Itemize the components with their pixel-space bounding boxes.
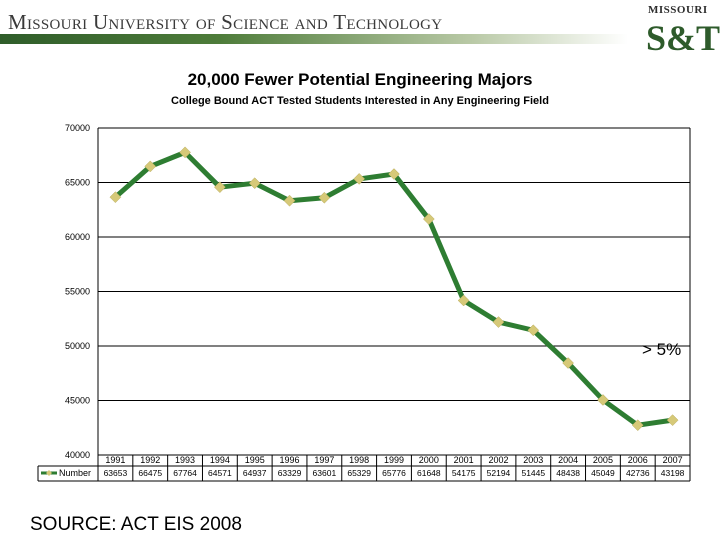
data-table-value: 65329 [347, 468, 371, 478]
x-tick-label: 2001 [454, 455, 474, 465]
data-point-marker [666, 414, 679, 426]
data-table-value: 63653 [104, 468, 128, 478]
decline-annotation: > 5% [642, 340, 682, 359]
y-tick-label: 65000 [65, 178, 90, 188]
data-table-value: 63601 [313, 468, 337, 478]
data-table-value: 54175 [452, 468, 476, 478]
data-point-marker [631, 419, 644, 432]
data-table-value: 65776 [382, 468, 406, 478]
y-tick-label: 50000 [65, 341, 90, 351]
y-tick-label: 40000 [65, 450, 90, 460]
y-tick-label: 45000 [65, 396, 90, 406]
data-table-value: 66475 [138, 468, 162, 478]
data-table-value: 67764 [173, 468, 197, 478]
x-tick-label: 1994 [210, 455, 230, 465]
x-tick-label: 2004 [558, 455, 578, 465]
logo-main-text: S&T [646, 18, 720, 58]
data-point-marker [353, 173, 366, 185]
data-point-marker [283, 194, 296, 207]
x-tick-label: 1997 [314, 455, 334, 465]
university-name: Missouri University of Science and Techn… [8, 10, 443, 34]
y-tick-label: 60000 [65, 232, 90, 242]
x-tick-label: 1991 [105, 455, 125, 465]
legend-series-name: Number [59, 468, 91, 478]
data-point-marker [179, 146, 191, 159]
data-point-marker [109, 191, 122, 204]
x-tick-label: 2000 [419, 455, 439, 465]
data-table-value: 64571 [208, 468, 232, 478]
header-rule [0, 34, 628, 44]
x-tick-label: 1993 [175, 455, 195, 465]
data-point-marker [248, 177, 261, 190]
header: Missouri University of Science and Techn… [0, 0, 720, 68]
data-point-marker [492, 316, 505, 328]
data-table-value: 64937 [243, 468, 267, 478]
data-point-marker [527, 324, 540, 337]
chart-subtitle: College Bound ACT Tested Students Intere… [171, 95, 549, 107]
data-table-value: 45049 [591, 468, 615, 478]
data-point-marker [214, 181, 226, 194]
data-table-value: 51445 [521, 468, 545, 478]
source-note: SOURCE: ACT EIS 2008 [30, 514, 242, 535]
data-table-value: 52194 [487, 468, 511, 478]
x-tick-label: 2006 [628, 455, 648, 465]
series-line [113, 149, 673, 428]
x-tick-label: 1996 [280, 455, 300, 465]
x-tick-label: 1998 [349, 455, 369, 465]
data-point-marker [597, 394, 609, 406]
data-point-marker [144, 160, 157, 173]
x-tick-label: 2003 [523, 455, 543, 465]
data-table-value: 48438 [556, 468, 580, 478]
data-table-value: 43198 [661, 468, 685, 478]
logo-top-text: MISSOURI [648, 4, 708, 16]
x-tick-label: 2007 [663, 455, 683, 465]
x-tick-label: 1995 [245, 455, 265, 465]
university-logo: MISSOURI S&T [640, 4, 720, 64]
data-point-marker [422, 213, 435, 225]
legend-marker-key [46, 470, 52, 476]
data-table-value: 61648 [417, 468, 441, 478]
y-tick-label: 70000 [65, 123, 90, 133]
data-point-marker [388, 168, 400, 180]
x-tick-label: 1999 [384, 455, 404, 465]
y-tick-label: 55000 [65, 287, 90, 297]
data-point-marker [318, 191, 331, 204]
chart-title: 20,000 Fewer Potential Engineering Major… [187, 70, 533, 89]
data-table-value: 42736 [626, 468, 650, 478]
data-table-value: 63329 [278, 468, 302, 478]
x-tick-label: 2002 [488, 455, 508, 465]
x-tick-label: 1992 [140, 455, 160, 465]
x-tick-label: 2005 [593, 455, 613, 465]
data-point-marker [562, 357, 574, 369]
data-point-marker [457, 294, 470, 307]
